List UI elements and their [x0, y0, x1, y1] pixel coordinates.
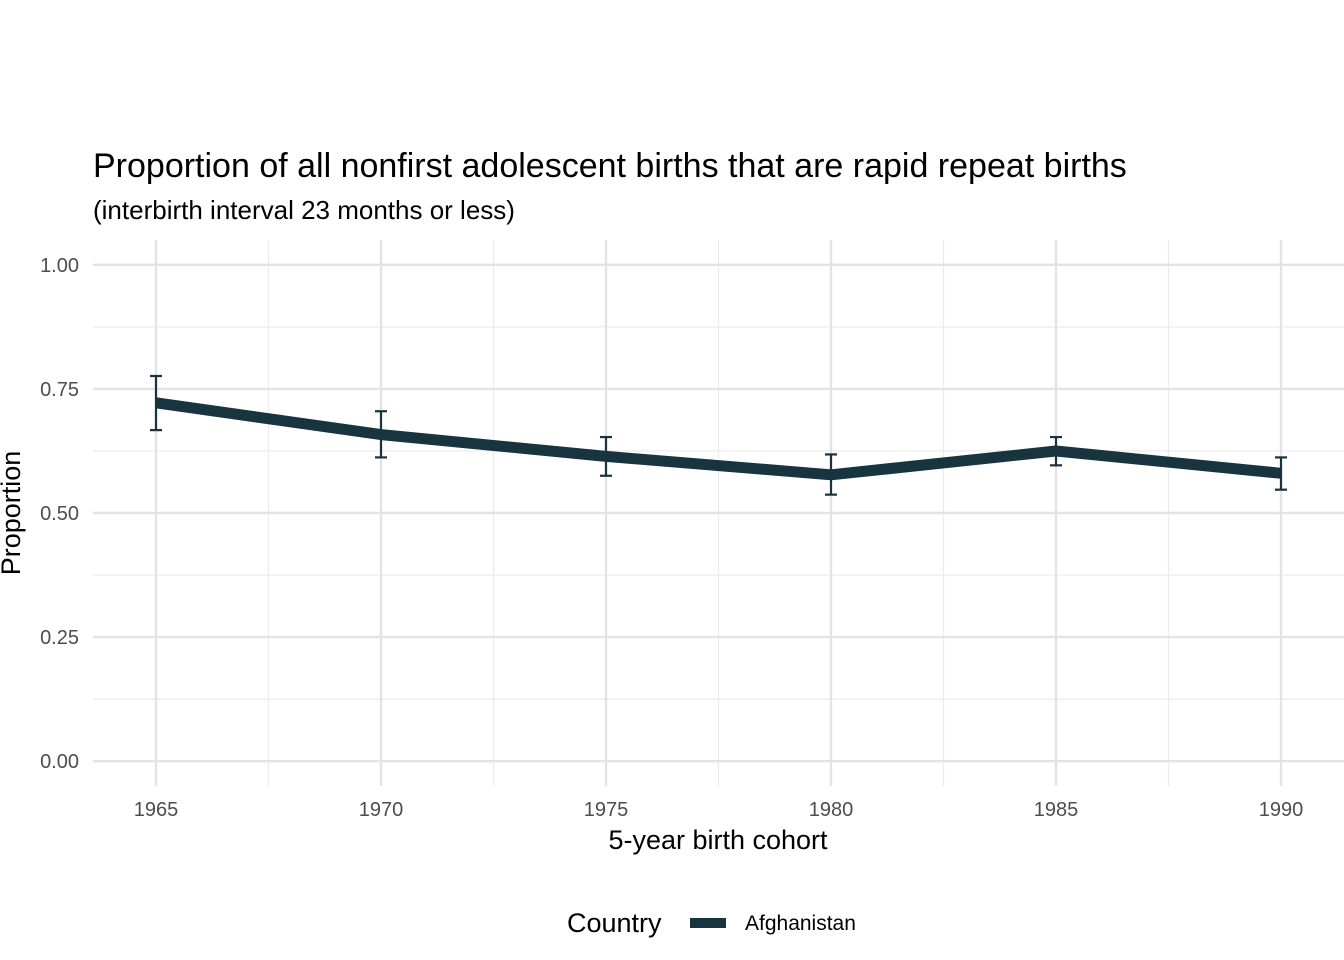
y-tick-label: 0.75	[40, 379, 79, 401]
chart-title: Proportion of all nonfirst adolescent bi…	[93, 147, 1127, 185]
y-axis-ticks: 0.00 0.25 0.50 0.75 1.00	[40, 255, 79, 773]
gridlines	[93, 240, 1344, 786]
x-tick-label: 1980	[809, 799, 854, 821]
legend: Country Afghanistan	[567, 908, 856, 938]
error-bar	[1050, 435, 1062, 467]
error-bar	[1275, 456, 1287, 491]
x-tick-label: 1975	[584, 799, 629, 821]
x-tick-label: 1965	[134, 799, 179, 821]
y-tick-label: 1.00	[40, 255, 79, 277]
y-tick-label: 0.50	[40, 503, 79, 525]
x-axis-ticks: 1965 1970 1975 1980 1985 1990	[134, 799, 1304, 821]
error-bar	[375, 410, 387, 459]
x-tick-label: 1990	[1259, 799, 1304, 821]
y-axis-title: Proportion	[0, 451, 26, 576]
x-tick-label: 1985	[1034, 799, 1079, 821]
x-tick-label: 1970	[359, 799, 404, 821]
series-layer	[150, 374, 1287, 496]
y-tick-label: 0.00	[40, 751, 79, 773]
x-axis-title: 5-year birth cohort	[608, 825, 828, 855]
chart-subtitle: (interbirth interval 23 months or less)	[93, 195, 515, 225]
error-bar	[825, 453, 837, 496]
y-tick-label: 0.25	[40, 627, 79, 649]
error-bar	[600, 435, 612, 477]
error-bar	[150, 374, 162, 432]
series-line-afghanistan	[155, 397, 1282, 481]
legend-label-afghanistan: Afghanistan	[745, 912, 856, 935]
legend-title: Country	[567, 908, 662, 938]
